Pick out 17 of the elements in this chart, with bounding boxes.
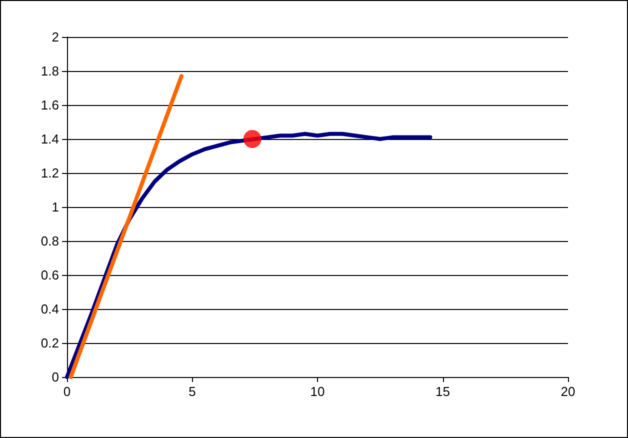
x-tick-label: 20: [560, 384, 576, 399]
line-series: [65, 132, 432, 379]
y-tick-label: 0: [52, 370, 59, 384]
y-tick-label: 1.6: [40, 98, 59, 112]
y-tick-label: 1: [52, 200, 59, 214]
x-tick-label: 10: [310, 384, 325, 399]
y-tick-label: 1.2: [40, 166, 59, 180]
y-tick-label: 0.6: [40, 268, 59, 282]
y-tick-label: 2: [52, 30, 59, 44]
x-tick-label: 0: [63, 384, 71, 399]
x-tick-label: 15: [436, 384, 450, 399]
y-tick-label: 0.4: [40, 302, 59, 316]
y-tick-label: 1.8: [40, 64, 59, 78]
y-tick-label: 0.8: [40, 234, 59, 248]
y-tick-label: 1.4: [40, 132, 59, 146]
x-tick-label: 5: [188, 384, 196, 399]
y-tick-label: 0.2: [40, 336, 59, 350]
